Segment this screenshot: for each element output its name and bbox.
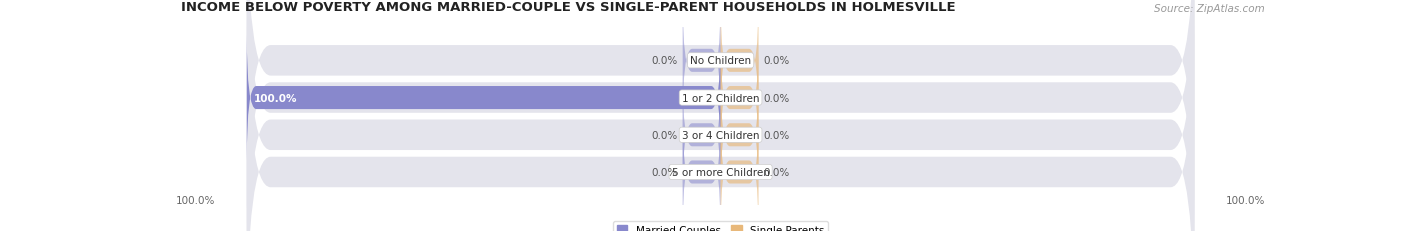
FancyBboxPatch shape xyxy=(721,110,758,231)
Text: 100.0%: 100.0% xyxy=(1226,195,1265,205)
FancyBboxPatch shape xyxy=(683,73,721,198)
Text: INCOME BELOW POVERTY AMONG MARRIED-COUPLE VS SINGLE-PARENT HOUSEHOLDS IN HOLMESV: INCOME BELOW POVERTY AMONG MARRIED-COUPL… xyxy=(181,0,956,13)
FancyBboxPatch shape xyxy=(721,73,758,198)
FancyBboxPatch shape xyxy=(247,36,721,161)
FancyBboxPatch shape xyxy=(721,36,758,161)
Text: 0.0%: 0.0% xyxy=(652,130,678,140)
Text: 0.0%: 0.0% xyxy=(652,56,678,66)
Legend: Married Couples, Single Parents: Married Couples, Single Parents xyxy=(613,221,828,231)
Text: 0.0%: 0.0% xyxy=(763,93,789,103)
Text: 100.0%: 100.0% xyxy=(254,93,298,103)
FancyBboxPatch shape xyxy=(247,0,1194,231)
Text: Source: ZipAtlas.com: Source: ZipAtlas.com xyxy=(1153,3,1264,13)
Text: No Children: No Children xyxy=(690,56,751,66)
FancyBboxPatch shape xyxy=(721,0,758,124)
Text: 1 or 2 Children: 1 or 2 Children xyxy=(682,93,759,103)
FancyBboxPatch shape xyxy=(247,0,1194,231)
FancyBboxPatch shape xyxy=(247,0,1194,231)
Text: 100.0%: 100.0% xyxy=(176,195,215,205)
Text: 0.0%: 0.0% xyxy=(652,167,678,177)
Text: 0.0%: 0.0% xyxy=(763,167,789,177)
FancyBboxPatch shape xyxy=(683,0,721,124)
Text: 5 or more Children: 5 or more Children xyxy=(672,167,769,177)
Text: 0.0%: 0.0% xyxy=(763,56,789,66)
Text: 0.0%: 0.0% xyxy=(763,130,789,140)
FancyBboxPatch shape xyxy=(247,2,1194,231)
Text: 3 or 4 Children: 3 or 4 Children xyxy=(682,130,759,140)
FancyBboxPatch shape xyxy=(683,110,721,231)
